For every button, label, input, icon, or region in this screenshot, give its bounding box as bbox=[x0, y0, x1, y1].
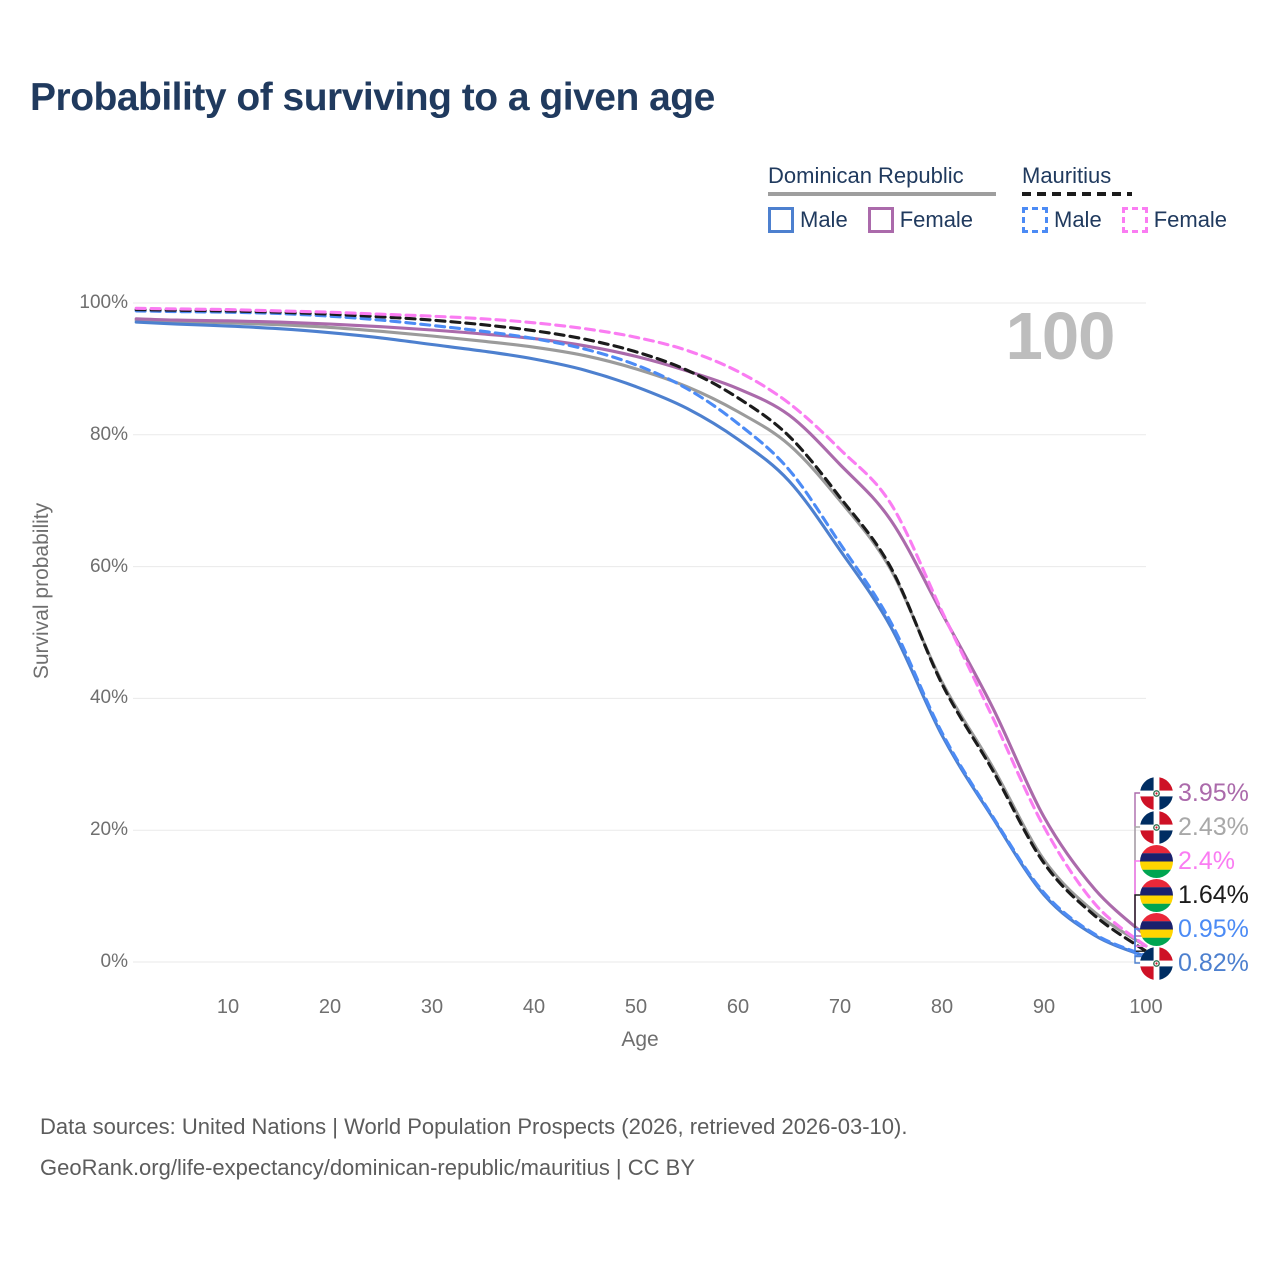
legend-group-title-dominican-republic: Dominican Republic bbox=[768, 163, 964, 188]
y-tick-label: 80% bbox=[89, 424, 128, 445]
mauritius-flag-icon bbox=[1140, 912, 1173, 946]
dominican-republic-flag-icon bbox=[1140, 810, 1173, 844]
y-tick-label: 0% bbox=[100, 951, 128, 972]
mu-female-swatch-icon bbox=[1121, 207, 1148, 233]
x-tick-label: 60 bbox=[726, 996, 750, 1018]
hovered-age-watermark: 100 bbox=[1005, 299, 1116, 374]
series-line-dominican-republic-female bbox=[134, 317, 1148, 938]
x-axis-title: Age bbox=[621, 1028, 659, 1051]
series-line-dominican-republic-male bbox=[134, 320, 1148, 959]
series-line-mauritius-female bbox=[134, 306, 1148, 948]
x-tick-label: 90 bbox=[1032, 996, 1056, 1018]
end-value: 2.43% bbox=[1178, 812, 1249, 841]
end-label-dr-both: 2.43% bbox=[1140, 810, 1249, 844]
footer: Data sources: United Nations | World Pop… bbox=[40, 1106, 907, 1188]
x-tick-label: 40 bbox=[522, 996, 546, 1018]
x-tick-label: 50 bbox=[624, 996, 648, 1018]
legend-item-mu-female[interactable]: Female bbox=[1121, 207, 1228, 233]
legend-item-label: Female bbox=[1153, 207, 1228, 232]
footer-attribution-line: GeoRank.org/life-expectancy/dominican-re… bbox=[40, 1155, 695, 1180]
dominican-republic-flag-icon bbox=[1140, 946, 1173, 980]
end-label-mu-male: 0.95% bbox=[1140, 912, 1249, 946]
end-label-connector bbox=[1134, 894, 1146, 952]
x-tick-label: 80 bbox=[930, 996, 954, 1018]
end-value: 3.95% bbox=[1178, 778, 1249, 807]
x-tick-label: 100 bbox=[1129, 996, 1163, 1018]
end-label-dr-male: 0.82% bbox=[1140, 946, 1249, 980]
legend-line-style-solid bbox=[768, 192, 996, 196]
legend-group-title-mauritius: Mauritius bbox=[1022, 163, 1112, 188]
series-line-dominican-republic-both-sexes bbox=[134, 318, 1148, 948]
end-value: 0.82% bbox=[1178, 948, 1249, 977]
end-value: 0.95% bbox=[1178, 914, 1249, 943]
legend-group-dominican-republic: Dominican Republic Male Female bbox=[768, 163, 996, 233]
dr-female-swatch-icon bbox=[867, 207, 894, 233]
legend-item-dr-female[interactable]: Female bbox=[867, 207, 974, 233]
y-tick-label: 20% bbox=[89, 819, 128, 840]
mu-male-swatch-icon bbox=[1022, 207, 1048, 233]
dominican-republic-flag-icon bbox=[1140, 776, 1173, 810]
footer-sources-line: Data sources: United Nations | World Pop… bbox=[40, 1114, 908, 1139]
end-label-mu-both: 1.64% bbox=[1140, 878, 1249, 912]
end-label-dr-female: 3.95% bbox=[1140, 776, 1249, 810]
end-value: 2.4% bbox=[1178, 846, 1235, 875]
page-title: Probability of surviving to a given age bbox=[30, 76, 715, 119]
mauritius-flag-icon bbox=[1140, 878, 1173, 912]
x-tick-label: 10 bbox=[216, 996, 240, 1018]
legend-item-mu-male[interactable]: Male bbox=[1022, 207, 1102, 233]
end-value: 1.64% bbox=[1178, 880, 1249, 909]
x-tick-label: 30 bbox=[420, 996, 444, 1018]
y-tick-label: 40% bbox=[89, 687, 128, 708]
legend-item-dr-male[interactable]: Male bbox=[768, 207, 848, 233]
x-tick-label: 70 bbox=[828, 996, 852, 1018]
dr-male-swatch-icon bbox=[768, 207, 794, 233]
legend-item-label: Female bbox=[899, 207, 974, 232]
legend-line-style-dashed bbox=[1022, 192, 1132, 196]
series-line-mauritius-male bbox=[134, 309, 1148, 958]
legend-group-mauritius: Mauritius Male Female bbox=[1022, 163, 1262, 233]
x-tick-label: 20 bbox=[318, 996, 342, 1018]
y-tick-label: 100% bbox=[79, 292, 128, 313]
series-line-mauritius-both-sexes bbox=[134, 308, 1148, 953]
legend-item-label: Male bbox=[800, 207, 848, 232]
mauritius-flag-icon bbox=[1140, 844, 1173, 878]
y-axis-title: Survival probability bbox=[30, 502, 53, 680]
y-tick-label: 60% bbox=[89, 556, 128, 577]
end-label-mu-female: 2.4% bbox=[1140, 844, 1235, 878]
legend-item-label: Male bbox=[1054, 207, 1102, 232]
